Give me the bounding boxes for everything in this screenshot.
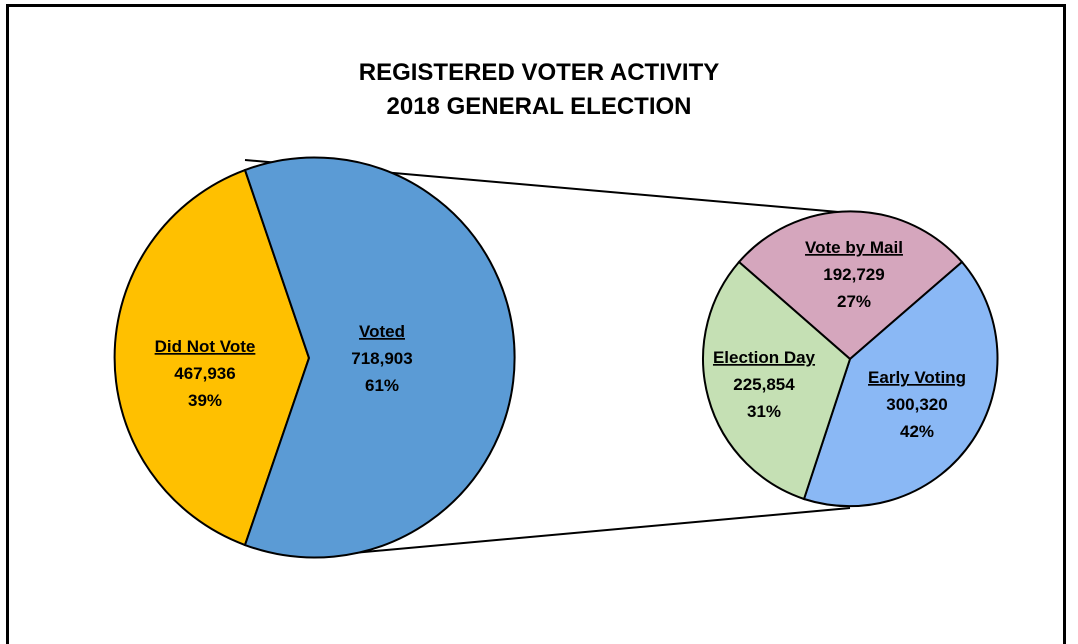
early-voting-percent: 42% <box>900 422 934 441</box>
connector-line-bottom <box>319 507 851 557</box>
vote-by-mail-value: 192,729 <box>823 265 884 284</box>
label-did-not-vote: Did Not Vote 467,936 39% <box>155 337 256 410</box>
main-pie <box>113 156 516 559</box>
voted-value: 718,903 <box>351 349 412 368</box>
label-early-voting: Early Voting 300,320 42% <box>868 368 966 441</box>
label-election-day: Election Day 225,854 31% <box>713 348 816 421</box>
early-voting-label: Early Voting <box>868 368 966 387</box>
label-vote-by-mail: Vote by Mail 192,729 27% <box>805 238 903 311</box>
chart-title: REGISTERED VOTER ACTIVITY <box>358 59 720 86</box>
pie-of-pie-chart: Did Not Vote 467,936 39% Voted 718,903 6… <box>113 156 999 559</box>
voted-label: Voted <box>359 322 405 341</box>
slice-vote-by-mail <box>737 210 964 361</box>
election-day-value: 225,854 <box>733 375 795 394</box>
election-day-percent: 31% <box>747 402 781 421</box>
slice-did-not-vote <box>113 168 311 547</box>
slice-voted <box>243 156 516 559</box>
label-voted: Voted 718,903 61% <box>351 322 412 395</box>
slice-election-day <box>702 260 852 501</box>
did-not-vote-label: Did Not Vote <box>155 337 256 356</box>
did-not-vote-value: 467,936 <box>174 364 235 383</box>
chart-subtitle: 2018 GENERAL ELECTION <box>386 93 692 120</box>
vote-by-mail-label: Vote by Mail <box>805 238 903 257</box>
voted-percent: 61% <box>365 376 399 395</box>
vote-by-mail-percent: 27% <box>837 292 871 311</box>
early-voting-value: 300,320 <box>886 395 947 414</box>
chart-title-block: REGISTERED VOTER ACTIVITY 2018 GENERAL E… <box>0 56 1078 124</box>
secondary-pie <box>702 210 999 508</box>
chart-frame <box>6 4 1066 644</box>
did-not-vote-percent: 39% <box>188 391 222 410</box>
slice-early-voting <box>802 260 999 508</box>
election-day-label: Election Day <box>713 348 816 367</box>
